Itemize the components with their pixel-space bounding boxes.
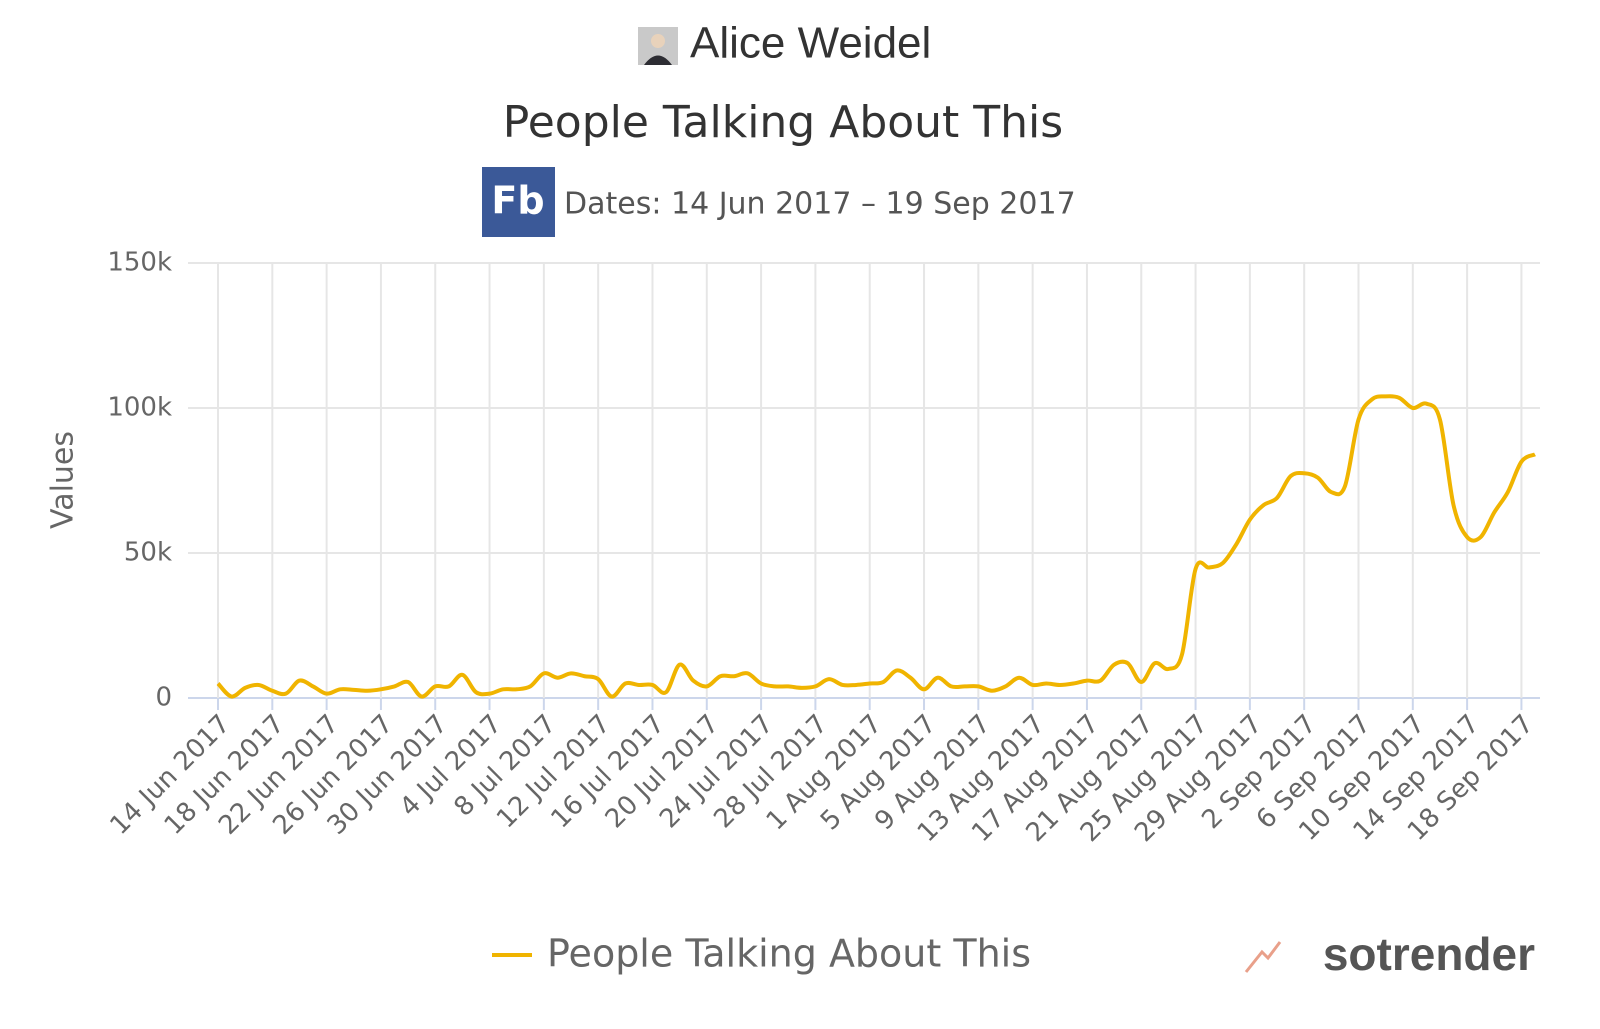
series-line [216, 394, 1536, 699]
y-tick-label: 0 [155, 683, 172, 713]
watermark: sotrender [1323, 928, 1535, 980]
avatar [638, 27, 678, 65]
y-tick-label: 100k [107, 393, 172, 423]
y-tick-label: 150k [107, 248, 172, 278]
legend-label: People Talking About This [547, 932, 1031, 976]
fb-icon [482, 167, 555, 237]
fb-icon-label: Fb [491, 179, 544, 223]
watermark-icon [1244, 941, 1282, 973]
y-axis-label: Values [46, 431, 81, 529]
page-name: Alice Weidel [690, 19, 931, 68]
y-tick-label: 50k [124, 538, 172, 568]
subtitle: Dates: 14 Jun 2017 – 19 Sep 2017 [564, 187, 1076, 222]
chart-title: People Talking About This [503, 97, 1063, 148]
